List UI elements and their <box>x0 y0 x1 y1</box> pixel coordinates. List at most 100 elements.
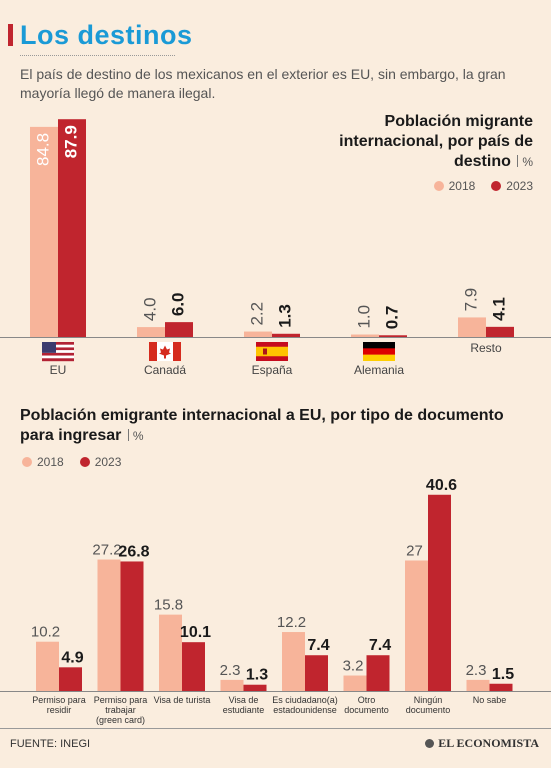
bar-2023-5 <box>366 655 390 691</box>
page-title: Los destinos <box>20 20 193 50</box>
value-label-2023-2: 1.3 <box>275 304 294 328</box>
bar-2018-4 <box>282 632 305 691</box>
legend-label-2018: 2018 <box>37 455 64 469</box>
publisher-logo: EL ECONOMISTA <box>425 736 539 751</box>
category-label-5-line-0: Otro <box>358 695 376 705</box>
bar-2018-6 <box>405 560 428 691</box>
bar-2023-0 <box>59 667 82 691</box>
germany-flag-black <box>363 342 395 349</box>
us-flag-stripe <box>42 347 74 351</box>
value-label-2023-7: 1.5 <box>492 666 514 683</box>
value-label-2023-6: 40.6 <box>426 477 457 494</box>
title-underline <box>20 55 175 57</box>
category-label-3-line-0: Visa de <box>229 695 259 705</box>
us-flag-icon <box>42 342 74 362</box>
legend-swatch-2018 <box>433 181 444 191</box>
germany-flag-icon <box>363 342 395 361</box>
canada-flag-icon <box>149 342 181 361</box>
value-label-2018-2: 2.2 <box>247 302 266 326</box>
bar-2018-0 <box>36 641 59 691</box>
canada-flag-band-right <box>173 342 181 361</box>
legend-label-2023: 2023 <box>506 179 533 193</box>
bar-2018-4 <box>458 317 486 337</box>
value-label-2023-4: 4.1 <box>489 297 508 321</box>
bar-2018-1 <box>97 559 121 691</box>
category-label-6-line-0: Ningún <box>414 695 443 705</box>
value-label-2023-0: 4.9 <box>61 649 83 666</box>
category-label-4: Resto <box>470 341 502 355</box>
bar-2023-1 <box>165 322 193 337</box>
logo-text: EL ECONOMISTA <box>438 736 539 750</box>
legend-item-2023: 2023 <box>491 179 533 193</box>
value-label-2018-3: 1.0 <box>354 305 373 329</box>
bar-2018-0 <box>30 126 58 337</box>
legend-label-2023: 2023 <box>94 455 122 469</box>
bar-2023-2 <box>272 333 300 337</box>
legend-item-2023: 2023 <box>79 455 122 469</box>
us-flag-stripe <box>42 355 74 359</box>
bar-2018-2 <box>159 614 182 691</box>
title-accent-bar <box>8 24 13 46</box>
us-flag-stripe <box>42 358 74 362</box>
bar-2023-4 <box>305 655 328 691</box>
bar-2018-7 <box>466 679 490 691</box>
category-label-0-line-0: Permiso para <box>32 695 86 705</box>
category-label-2: España <box>252 363 293 377</box>
bar-2023-3 <box>243 684 267 691</box>
value-label-2023-3: 1.3 <box>246 667 268 684</box>
us-flag-canton <box>42 342 56 353</box>
bar-2023-6 <box>428 494 451 691</box>
chart2-title: Población emigrante internacional a EU, … <box>20 407 504 444</box>
spain-flag-icon <box>256 342 288 361</box>
bar-2018-1 <box>137 327 165 337</box>
category-label-0-line-1: residir <box>47 705 72 715</box>
value-label-2018-1: 4.0 <box>140 297 159 321</box>
value-label-2018-3: 2.3 <box>220 662 241 679</box>
category-label-1-line-2: (green card) <box>96 715 145 725</box>
category-label-5-line-1: documento <box>344 705 389 715</box>
chart2-legend: 2018 2023 <box>22 455 131 469</box>
value-label-2018-4: 7.9 <box>461 288 480 312</box>
bar-2023-4 <box>486 326 514 337</box>
germany-flag-red <box>363 348 395 355</box>
chart1-legend: 2018 2023 <box>433 179 533 193</box>
spain-flag-yellow <box>256 346 288 357</box>
us-flag-stripe <box>42 350 74 354</box>
source-note: FUENTE: INEGI <box>10 738 91 750</box>
category-label-4-line-1: estadounidense <box>273 705 337 715</box>
value-label-2018-0: 10.2 <box>31 624 60 641</box>
value-label-2023-4: 7.4 <box>307 637 329 654</box>
page-subtitle: El país de destino de los mexicanos en e… <box>20 66 506 101</box>
bar-2023-7 <box>489 683 513 691</box>
value-label-2018-5: 3.2 <box>343 658 364 675</box>
bar-2018-3 <box>220 679 244 691</box>
value-label-2023-1: 26.8 <box>118 543 149 560</box>
us-flag-stripe <box>42 344 74 348</box>
category-label-1: Canadá <box>144 363 186 377</box>
legend-swatch-2023 <box>79 457 90 467</box>
category-label-6-line-1: documento <box>406 705 451 715</box>
legend-label-2018: 2018 <box>448 179 476 193</box>
category-label-1-line-1: trabajar <box>105 705 136 715</box>
footer-divider <box>0 728 551 729</box>
maple-leaf-icon <box>159 345 171 359</box>
value-label-2018-6: 27 <box>406 543 423 560</box>
category-label-3-line-1: estudiante <box>223 705 265 715</box>
spain-flag-emblem <box>263 348 267 355</box>
legend-swatch-2023 <box>491 181 502 191</box>
category-label-4-line-0: Es ciudadano(a) <box>272 695 338 705</box>
value-label-2023-1: 6.0 <box>168 292 187 316</box>
bar-2023-1 <box>120 561 144 691</box>
category-label-7-line-0: No sabe <box>473 695 507 705</box>
chart1-title: Población migrante internacional, por pa… <box>339 113 533 170</box>
value-label-2023-3: 0.7 <box>382 306 401 330</box>
value-label-2023-5: 7.4 <box>369 637 391 654</box>
value-label-2018-0: 84.8 <box>33 133 52 166</box>
logo-mark-icon <box>425 739 435 748</box>
bar-2018-2 <box>244 331 272 337</box>
bar-2023-3 <box>379 335 407 337</box>
category-label-2-line-0: Visa de turista <box>154 695 211 705</box>
us-flag-stripe <box>42 352 74 356</box>
value-label-2018-2: 15.8 <box>154 597 183 614</box>
